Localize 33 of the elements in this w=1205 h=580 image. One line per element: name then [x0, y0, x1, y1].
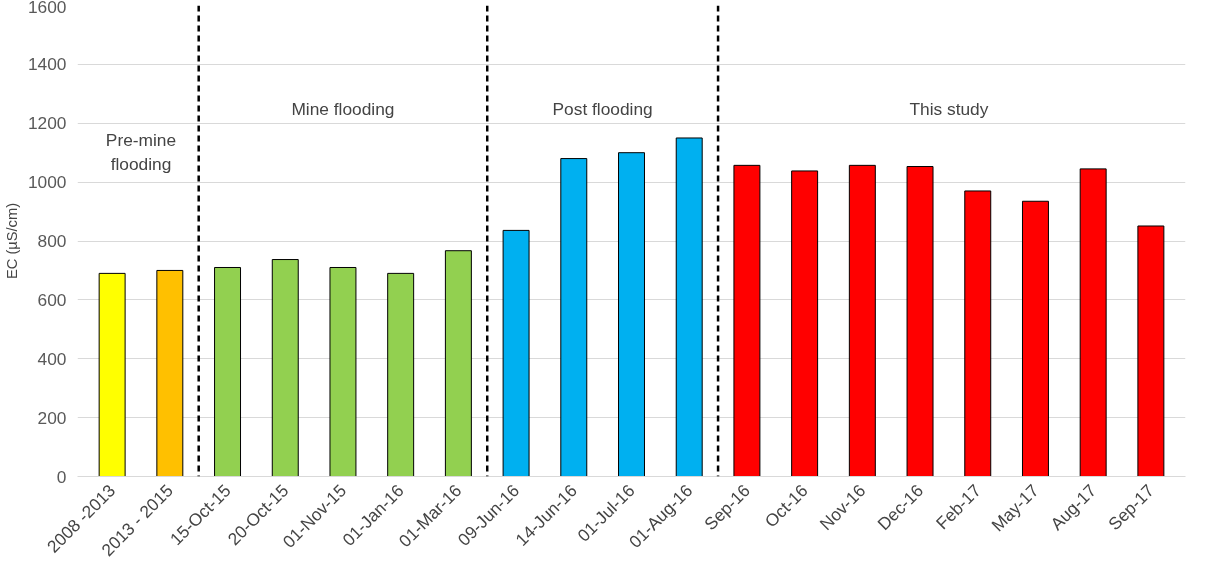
bar — [906, 166, 934, 477]
bar — [733, 164, 761, 477]
bar — [214, 266, 242, 477]
y-tick-label: 600 — [37, 289, 67, 310]
bar — [791, 170, 819, 477]
bar — [444, 250, 472, 477]
bar — [98, 272, 126, 477]
bar — [848, 164, 876, 477]
annotation: This study — [909, 99, 989, 120]
y-tick-label: 800 — [37, 231, 67, 251]
y-tick-label: 0 — [56, 466, 67, 487]
bar — [618, 152, 645, 477]
bar — [675, 137, 703, 477]
y-axis-title: EC (µS/cm) — [3, 202, 20, 280]
bar — [329, 266, 357, 477]
annotation: Post flooding — [552, 99, 653, 120]
bar — [1137, 225, 1165, 477]
bar — [502, 229, 530, 477]
annotation: Mine flooding — [291, 99, 395, 120]
bar — [156, 269, 184, 477]
bar — [560, 158, 588, 477]
y-tick-label: 1600 — [27, 0, 67, 17]
bar — [271, 259, 299, 477]
bar — [1021, 200, 1049, 477]
y-tick-label: 1400 — [27, 54, 67, 75]
bar — [1079, 168, 1107, 477]
bar — [964, 190, 992, 477]
y-tick-label: 1200 — [27, 113, 67, 134]
y-tick-label: 400 — [37, 348, 67, 369]
y-tick-label: 1000 — [27, 172, 67, 193]
y-tick-label: 200 — [37, 407, 67, 428]
bar — [387, 272, 415, 477]
annotation: Pre-mine flooding — [105, 129, 177, 174]
